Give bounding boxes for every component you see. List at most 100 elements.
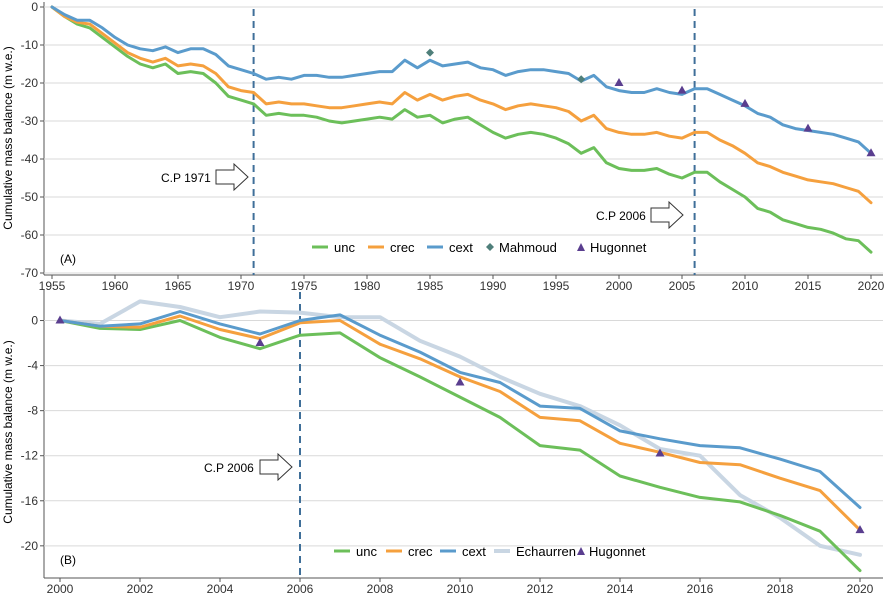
panel-a-points — [426, 48, 876, 157]
panel-b-y-label: Cumulative mass balance (m w.e.) — [1, 340, 15, 523]
panel-a-x-tick-label: 1975 — [291, 279, 318, 293]
panel-a: Cumulative mass balance (m w.e.) (A) 0 -1… — [1, 0, 885, 293]
panel-b-x-tick-label: 2016 — [687, 582, 714, 595]
panel-b-x-tick-label: 2014 — [607, 582, 634, 595]
panel-b-x-tick-label: 2008 — [367, 582, 394, 595]
panel-b-gridlines — [44, 320, 883, 547]
legend-a-hugonnet-marker — [577, 243, 585, 251]
hugonnet-point — [677, 85, 687, 94]
legend-b-hugonnet-label: Hugonnet — [589, 544, 646, 559]
panel-a-y-tick-label: -70 — [21, 266, 39, 280]
panel-a-y-tick-label: -10 — [21, 38, 39, 52]
legend-b-cext-label: cext — [462, 544, 486, 559]
hugonnet-point — [455, 377, 465, 386]
panel-b-label: (B) — [60, 553, 76, 567]
panel-b: Cumulative mass balance (m w.e.) (B) 0 -4… — [1, 290, 883, 595]
panel-b-x-tick-label: 2000 — [47, 582, 74, 595]
series-unc-line-b — [58, 319, 862, 573]
panel-a-x-tick-label: 1995 — [543, 279, 570, 293]
panel-b-x-tick-label: 2018 — [767, 582, 794, 595]
legend-a-mahmoud-marker — [486, 243, 494, 251]
panel-a-x-tick-label: 2020 — [858, 279, 885, 293]
panel-b-x-tick-label: 2020 — [847, 582, 874, 595]
panel-b-x-tick-label: 2010 — [447, 582, 474, 595]
panel-a-y-tick-label: -30 — [21, 114, 39, 128]
panel-a-y-tick-label: -20 — [21, 76, 39, 90]
legend-a-unc-label: unc — [334, 240, 355, 255]
legend-a-mahmoud-label: Mahmoud — [499, 240, 557, 255]
annotation-cp-2006-b: C.P 2006 — [204, 452, 293, 482]
panel-b-y-tick-label: 0 — [31, 314, 38, 328]
panel-a-x-tick-label: 1980 — [354, 279, 381, 293]
annotation-cp-2006-b-arrow — [259, 452, 293, 482]
series-crec-line-b — [58, 314, 862, 532]
panel-b-points — [55, 315, 865, 534]
panel-b-x-tick-label: 2002 — [127, 582, 154, 595]
hugonnet-point — [614, 78, 624, 86]
panel-b-x-tick-label: 2004 — [207, 582, 234, 595]
hugonnet-point — [655, 448, 665, 457]
annotation-cp-2006-a-arrow — [650, 200, 684, 230]
hugonnet-point — [740, 98, 750, 107]
panel-b-series — [58, 299, 862, 573]
panel-b-y-tick-label: -4 — [27, 359, 38, 373]
panel-a-x-tick-label: 2005 — [669, 279, 696, 293]
series-cext-line-b — [58, 310, 862, 509]
annotation-cp-2006-a: C.P 2006 — [596, 200, 684, 230]
panel-a-x-tick-label: 1970 — [228, 279, 255, 293]
panel-a-vlines — [252, 9, 696, 275]
panel-a-x-tick-label: 2000 — [606, 279, 633, 293]
panel-a-x-tick-label: 1985 — [417, 279, 444, 293]
annotation-cp-1971-text: C.P 1971 — [161, 171, 211, 185]
series-cext-line-a — [50, 5, 873, 155]
legend-b-echaurren-label: Echaurren — [516, 544, 576, 559]
panel-b-legend: unc crec cext Echaurren Hugonnet — [334, 544, 646, 559]
panel-b-x-ticks: 2000 2002 2004 2006 2008 2010 2012 2014 2016 2018… — [47, 578, 874, 595]
legend-a-crec-label: crec — [390, 240, 415, 255]
hugonnet-point — [803, 123, 813, 132]
legend-b-crec-label: crec — [408, 544, 433, 559]
panel-a-y-tick-label: 0 — [31, 0, 38, 14]
panel-a-x-tick-label: 1955 — [39, 279, 66, 293]
panel-b-x-tick-label: 2006 — [287, 582, 314, 595]
hugonnet-point — [866, 148, 876, 157]
legend-a-cext-label: cext — [449, 240, 473, 255]
panel-a-x-tick-label: 2015 — [795, 279, 822, 293]
panel-a-x-tick-label: 2010 — [732, 279, 759, 293]
panel-a-x-tick-label: 1960 — [102, 279, 129, 293]
hugonnet-point — [255, 338, 265, 347]
panel-b-y-ticks: 0 -4 -8 -12 -16 -20 — [21, 314, 44, 553]
panel-b-y-tick-label: -16 — [21, 494, 39, 508]
panel-a-y-tick-label: -40 — [21, 152, 39, 166]
annotation-cp-2006-b-text: C.P 2006 — [204, 461, 254, 475]
panel-b-x-tick-label: 2012 — [527, 582, 554, 595]
panel-a-x-tick-label: 1965 — [165, 279, 192, 293]
legend-b-hugonnet-marker — [577, 547, 585, 555]
panel-a-gridlines — [44, 6, 883, 274]
mahmoud-point — [577, 75, 586, 84]
legend-a-hugonnet-label: Hugonnet — [590, 240, 647, 255]
series-crec-line-a — [50, 5, 873, 205]
panel-a-legend: unc crec cext Mahmoud Hugonnet — [312, 240, 647, 255]
annotation-cp-1971: C.P 1971 — [161, 162, 249, 192]
panel-a-x-ticks: 1955 1960 1965 1970 1975 1980 1985 1990 1995 2000… — [39, 275, 885, 293]
panel-a-y-ticks: 0 -10 -20 -30 -40 -50 -60 -70 — [21, 0, 44, 280]
panel-b-y-tick-label: -8 — [27, 404, 38, 418]
mahmoud-point — [426, 48, 434, 57]
panel-a-y-tick-label: -60 — [21, 228, 39, 242]
series-echaurren-line-b — [58, 299, 862, 557]
panel-a-x-tick-label: 1990 — [480, 279, 507, 293]
panel-b-y-tick-label: -12 — [21, 449, 39, 463]
legend-b-unc-label: unc — [356, 544, 377, 559]
annotation-cp-2006-a-text: C.P 2006 — [596, 209, 646, 223]
panel-b-y-tick-label: -20 — [21, 539, 39, 553]
panel-a-y-tick-label: -50 — [21, 190, 39, 204]
panel-a-label: (A) — [60, 252, 76, 266]
series-unc-line-a — [50, 5, 873, 254]
hugonnet-point — [55, 315, 65, 324]
annotation-cp-1971-arrow — [215, 162, 249, 192]
panel-a-y-label: Cumulative mass balance (m w.e.) — [1, 46, 15, 229]
panel-a-series — [50, 5, 873, 254]
